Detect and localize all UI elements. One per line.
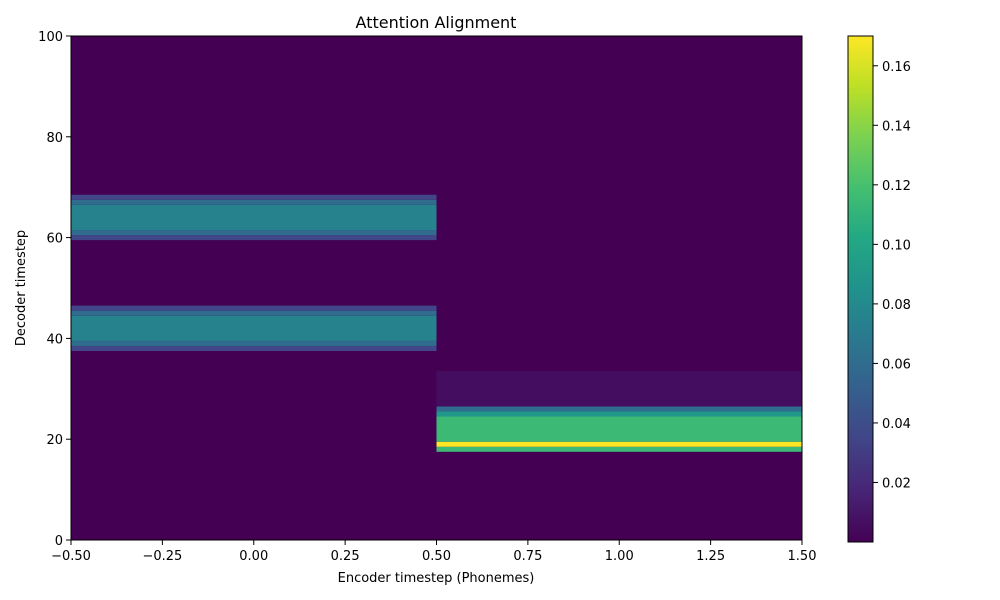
colorbar bbox=[847, 35, 874, 543]
colorbar-tick-label: 0.02 bbox=[882, 476, 911, 491]
heatmap-cells bbox=[71, 36, 802, 540]
heatmap-cell bbox=[436, 446, 802, 452]
x-tick-label: 1.25 bbox=[696, 549, 725, 564]
x-tick-label: 1.50 bbox=[788, 549, 817, 564]
x-tick-label: 0.75 bbox=[513, 549, 542, 564]
heatmap-cell bbox=[71, 230, 437, 236]
heatmap-cell bbox=[71, 345, 437, 351]
heatmap-cell bbox=[436, 416, 802, 442]
colorbar-tick-label: 0.04 bbox=[882, 417, 911, 432]
y-tick-label: 100 bbox=[38, 30, 63, 45]
y-tick-label: 20 bbox=[46, 433, 63, 448]
colorbar-tick-label: 0.16 bbox=[882, 60, 911, 75]
colorbar-tick-label: 0.12 bbox=[882, 179, 911, 194]
heatmap-background bbox=[71, 36, 802, 540]
colorbar-tick-label: 0.08 bbox=[882, 298, 911, 313]
heatmap-cell bbox=[71, 315, 437, 341]
y-axis-label: Decoder timestep bbox=[14, 230, 29, 346]
x-axis-ticks: −0.50 −0.25 0.00 0.25 0.50 0.75 1.00 1.25 1.50 bbox=[51, 540, 816, 564]
heatmap-cell bbox=[436, 441, 802, 447]
y-tick-label: 0 bbox=[55, 534, 63, 549]
x-tick-label: −0.25 bbox=[142, 549, 182, 564]
x-tick-label: 0.00 bbox=[239, 549, 268, 564]
heatmap-cell bbox=[436, 411, 802, 417]
x-tick-label: 1.00 bbox=[605, 549, 634, 564]
colorbar-ticks: 0.02 0.04 0.06 0.08 0.10 0.12 0.14 0.16 bbox=[873, 60, 911, 491]
heatmap-cell bbox=[71, 199, 437, 205]
y-tick-label: 60 bbox=[46, 232, 63, 247]
y-tick-label: 80 bbox=[46, 131, 63, 146]
y-axis-ticks: 0 20 40 60 80 100 bbox=[38, 30, 71, 549]
heatmap-cell bbox=[71, 204, 437, 231]
x-tick-label: −0.50 bbox=[51, 549, 91, 564]
heatmap-cell bbox=[71, 235, 437, 241]
heatmap-cell bbox=[71, 194, 437, 200]
x-tick-label: 0.50 bbox=[422, 549, 451, 564]
heatmap-cell bbox=[436, 371, 802, 407]
heatmap-cell bbox=[71, 305, 437, 311]
colorbar-tick-label: 0.10 bbox=[882, 238, 911, 253]
y-tick-label: 40 bbox=[46, 332, 63, 347]
heatmap-cell bbox=[71, 310, 437, 316]
colorbar-tick-label: 0.06 bbox=[882, 357, 911, 372]
x-axis-label: Encoder timestep (Phonemes) bbox=[338, 571, 535, 586]
x-tick-label: 0.25 bbox=[331, 549, 360, 564]
chart-title: Attention Alignment bbox=[356, 13, 517, 32]
heatmap-cell bbox=[436, 406, 802, 412]
heatmap-cell bbox=[71, 340, 437, 346]
colorbar-tick-label: 0.14 bbox=[882, 119, 911, 134]
